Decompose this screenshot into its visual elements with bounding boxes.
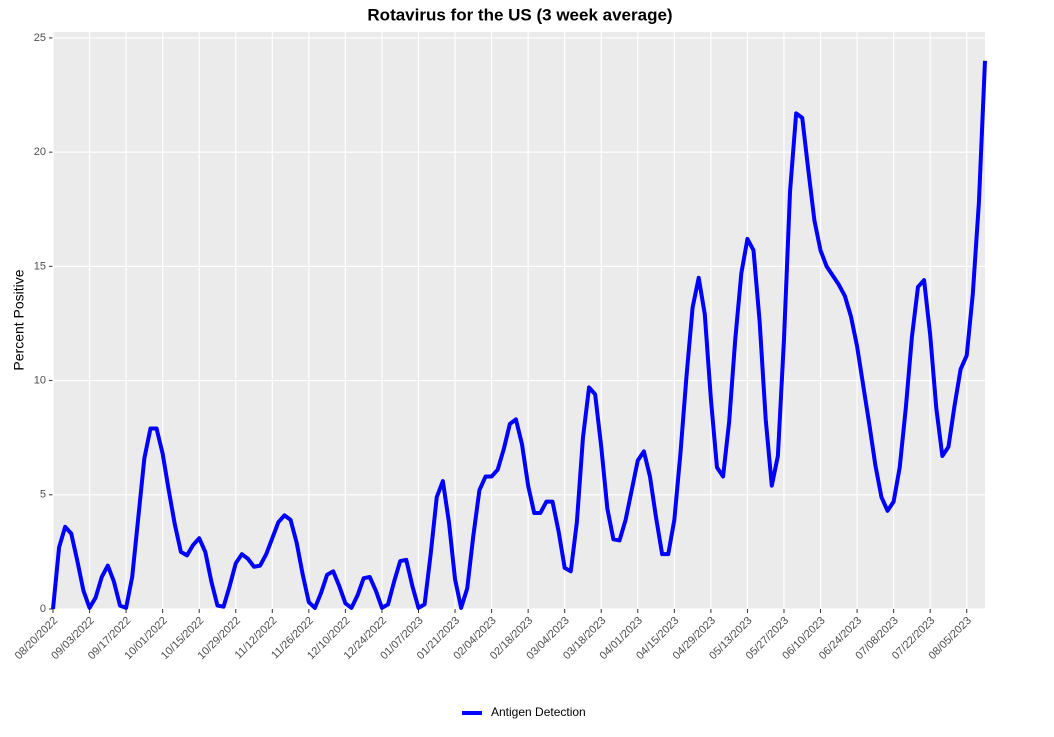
y-tick-label: 20 bbox=[34, 146, 46, 158]
legend-label: Antigen Detection bbox=[491, 705, 586, 719]
y-tick-label: 25 bbox=[34, 32, 46, 44]
y-tick-label: 10 bbox=[34, 374, 46, 386]
y-tick-label: 15 bbox=[34, 260, 46, 272]
y-axis-title: Percent Positive bbox=[11, 269, 27, 370]
series-line bbox=[51, 60, 987, 610]
plot-panel bbox=[53, 32, 985, 609]
y-tick-label: 0 bbox=[40, 603, 46, 615]
y-tick-label: 5 bbox=[40, 489, 46, 501]
chart-title: Rotavirus for the US (3 week average) bbox=[367, 5, 672, 24]
